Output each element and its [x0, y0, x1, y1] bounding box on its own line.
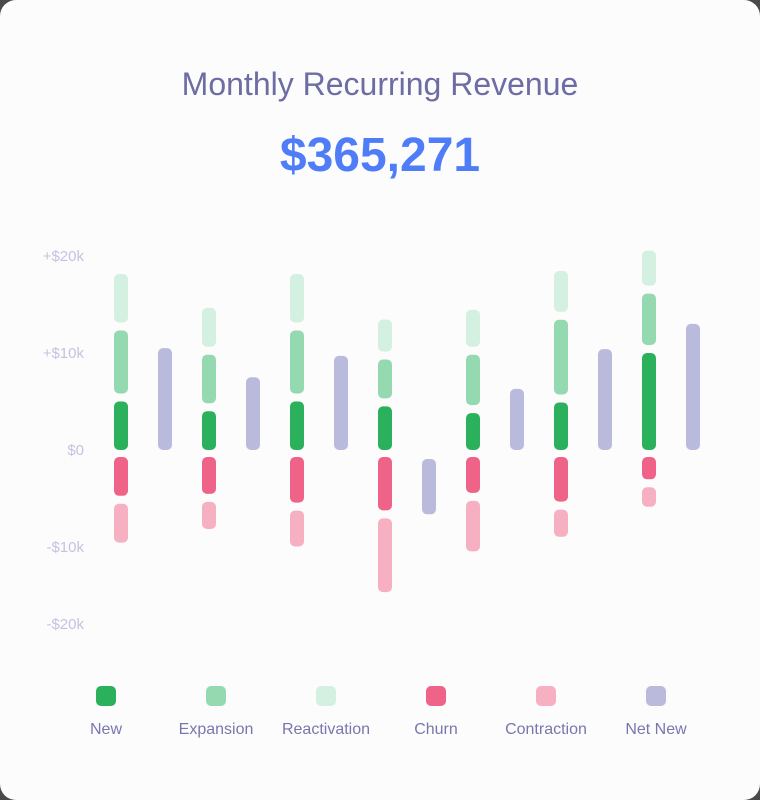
bar-net-new[interactable] — [246, 377, 260, 450]
legend-swatch-expansion — [206, 686, 226, 706]
bar-reactivation[interactable] — [378, 319, 392, 352]
bar-new[interactable] — [642, 353, 656, 450]
bar-contraction[interactable] — [114, 503, 128, 543]
bar-churn[interactable] — [466, 457, 480, 493]
y-tick-label: -$20k — [46, 616, 84, 633]
bar-new[interactable] — [466, 413, 480, 450]
bar-expansion[interactable] — [290, 330, 304, 394]
legend-label: Net New — [625, 721, 687, 738]
bar-new[interactable] — [554, 402, 568, 450]
bar-reactivation[interactable] — [466, 309, 480, 347]
y-tick-label: +$10k — [43, 345, 85, 362]
bar-expansion[interactable] — [642, 293, 656, 345]
bar-churn[interactable] — [114, 457, 128, 496]
bar-new[interactable] — [290, 401, 304, 451]
legend-label: Expansion — [179, 721, 254, 738]
bar-reactivation[interactable] — [114, 273, 128, 323]
y-tick-label: $0 — [67, 442, 84, 459]
y-tick-label: -$10k — [46, 539, 84, 556]
bar-churn[interactable] — [202, 457, 216, 494]
bar-churn[interactable] — [642, 457, 656, 480]
bar-net-new[interactable] — [158, 348, 172, 450]
legend-swatch-churn — [426, 686, 446, 706]
legend-swatch-new — [96, 686, 116, 706]
bar-expansion[interactable] — [554, 319, 568, 395]
bar-reactivation[interactable] — [642, 250, 656, 286]
bar-net-new[interactable] — [422, 459, 436, 515]
bar-expansion[interactable] — [378, 359, 392, 399]
bar-net-new[interactable] — [686, 323, 700, 450]
chart-title: Monthly Recurring Revenue — [181, 66, 579, 102]
bar-expansion[interactable] — [202, 354, 216, 404]
legend-label: Contraction — [505, 721, 587, 738]
bar-new[interactable] — [114, 401, 128, 451]
bar-expansion[interactable] — [466, 354, 480, 406]
legend-label: Churn — [414, 721, 458, 738]
bar-reactivation[interactable] — [202, 307, 216, 347]
legend-swatch-net-new — [646, 686, 666, 706]
bar-new[interactable] — [378, 406, 392, 450]
bar-contraction[interactable] — [378, 518, 392, 593]
bar-contraction[interactable] — [554, 509, 568, 537]
legend-swatch-reactivation — [316, 686, 336, 706]
bar-reactivation[interactable] — [290, 273, 304, 323]
bar-new[interactable] — [202, 411, 216, 450]
bar-net-new[interactable] — [598, 349, 612, 450]
bar-contraction[interactable] — [290, 510, 304, 547]
bar-expansion[interactable] — [114, 330, 128, 394]
bar-net-new[interactable] — [334, 355, 348, 450]
bar-churn[interactable] — [554, 457, 568, 502]
bar-churn[interactable] — [290, 457, 304, 503]
bar-contraction[interactable] — [202, 501, 216, 530]
bar-churn[interactable] — [378, 457, 392, 511]
legend-label: Reactivation — [282, 721, 370, 738]
bar-contraction[interactable] — [466, 500, 480, 552]
mrr-value: $365,271 — [279, 129, 481, 182]
legend-label: New — [90, 721, 122, 738]
y-tick-label: +$20k — [43, 248, 85, 265]
bar-contraction[interactable] — [642, 487, 656, 507]
bar-net-new[interactable] — [510, 388, 524, 450]
legend-swatch-contraction — [536, 686, 556, 706]
bar-reactivation[interactable] — [554, 271, 568, 312]
